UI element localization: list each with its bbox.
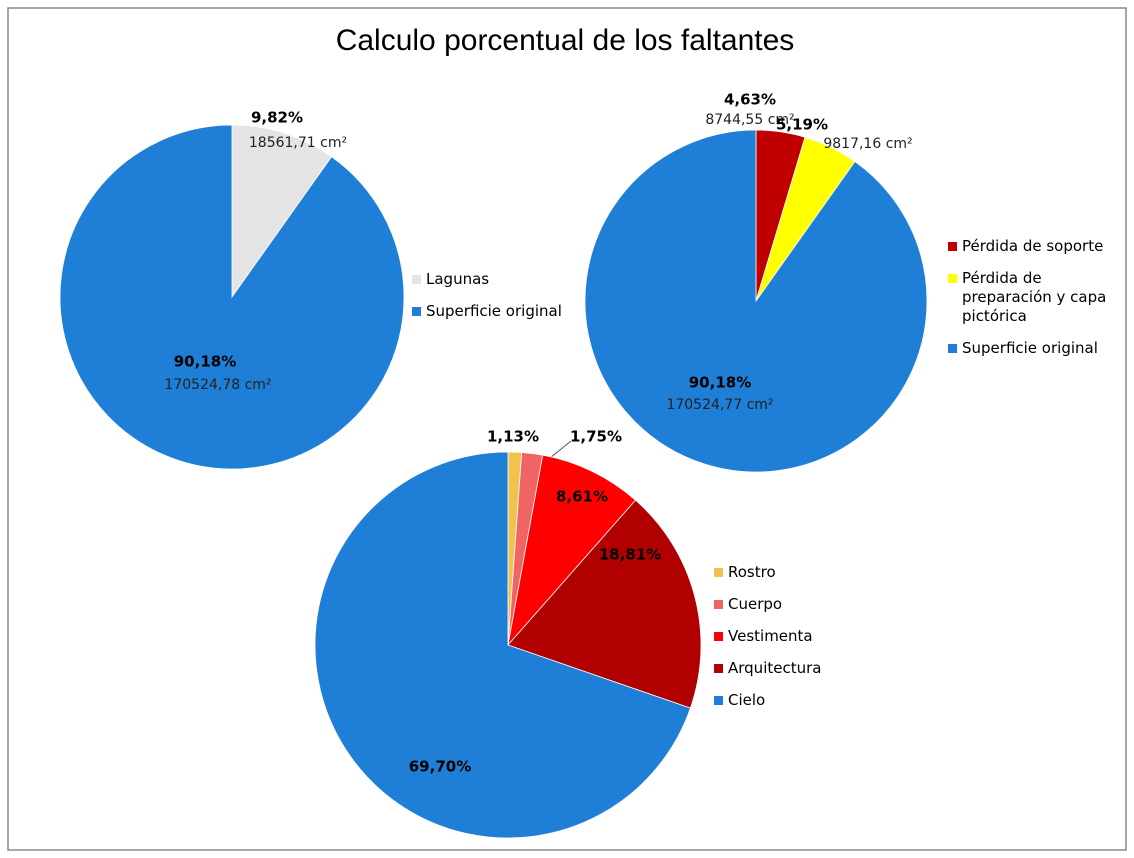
legend-item: Cielo bbox=[714, 691, 874, 710]
legend-label: Superficie original bbox=[426, 302, 562, 320]
legend-item: Rostro bbox=[714, 563, 874, 582]
legend-swatch bbox=[948, 274, 957, 283]
legend-swatch bbox=[714, 632, 723, 641]
leader-line bbox=[549, 440, 572, 459]
data-label: 90,18% bbox=[174, 353, 236, 371]
legend-swatch bbox=[714, 568, 723, 577]
pie-slice bbox=[507, 499, 702, 709]
data-sublabel: 170524,78 cm² bbox=[164, 377, 271, 393]
legend-item: Pérdida de soporte bbox=[948, 237, 1113, 256]
data-sublabel: 18561,71 cm² bbox=[249, 135, 347, 151]
data-sublabel: 9817,16 cm² bbox=[823, 136, 912, 152]
pie-slice bbox=[231, 124, 333, 299]
legend-label: Vestimenta bbox=[728, 627, 813, 645]
legend-item: Superficie original bbox=[948, 339, 1113, 358]
legend-swatch bbox=[412, 307, 421, 316]
legend-item: Pérdida de preparación y capa pictórica bbox=[948, 269, 1113, 326]
data-label: 69,70% bbox=[409, 758, 471, 776]
legend-item: Lagunas bbox=[412, 270, 612, 289]
legend-label: Rostro bbox=[728, 563, 776, 581]
legend: Pérdida de soporte Pérdida de preparación… bbox=[948, 237, 1113, 371]
legend-swatch bbox=[412, 275, 421, 284]
data-label: 9,82% bbox=[251, 109, 303, 127]
legend-swatch bbox=[948, 344, 957, 353]
legend-label: Pérdida de soporte bbox=[962, 237, 1104, 255]
data-label: 5,19% bbox=[776, 116, 828, 134]
legend-label: Superficie original bbox=[962, 339, 1098, 357]
legend-item: Arquitectura bbox=[714, 659, 874, 678]
pie-slice bbox=[584, 129, 928, 473]
chart-title: Calculo porcentual de los faltantes bbox=[336, 24, 795, 57]
data-label: 18,81% bbox=[599, 546, 661, 564]
data-sublabel: 8744,55 cm² bbox=[705, 112, 794, 128]
legend-swatch bbox=[714, 600, 723, 609]
pie-slice bbox=[59, 124, 405, 470]
legend: Rostro Cuerpo Vestimenta Arquitectura Cielo bbox=[714, 563, 874, 723]
data-label: 8,61% bbox=[556, 488, 608, 506]
data-label: 90,18% bbox=[689, 374, 751, 392]
legend-swatch bbox=[714, 664, 723, 673]
data-sublabel: 170524,77 cm² bbox=[666, 397, 773, 413]
data-label: 1,13% bbox=[487, 428, 539, 446]
legend-item: Vestimenta bbox=[714, 627, 874, 646]
pie-slice bbox=[314, 451, 691, 839]
legend-label: Arquitectura bbox=[728, 659, 822, 677]
legend-item: Cuerpo bbox=[714, 595, 874, 614]
legend-label: Lagunas bbox=[426, 270, 490, 288]
legend-swatch bbox=[714, 696, 723, 705]
legend-label: Cuerpo bbox=[728, 595, 783, 613]
legend-item: Superficie original bbox=[412, 302, 612, 321]
legend-label: Cielo bbox=[728, 691, 766, 709]
data-label: 1,75% bbox=[570, 428, 622, 446]
data-label: 4,63% bbox=[724, 91, 776, 109]
pie-slice bbox=[507, 454, 637, 647]
legend: Lagunas Superficie original bbox=[412, 270, 612, 334]
legend-label: Pérdida de preparación y capa pictórica bbox=[962, 269, 1107, 325]
legend-swatch bbox=[948, 242, 957, 251]
